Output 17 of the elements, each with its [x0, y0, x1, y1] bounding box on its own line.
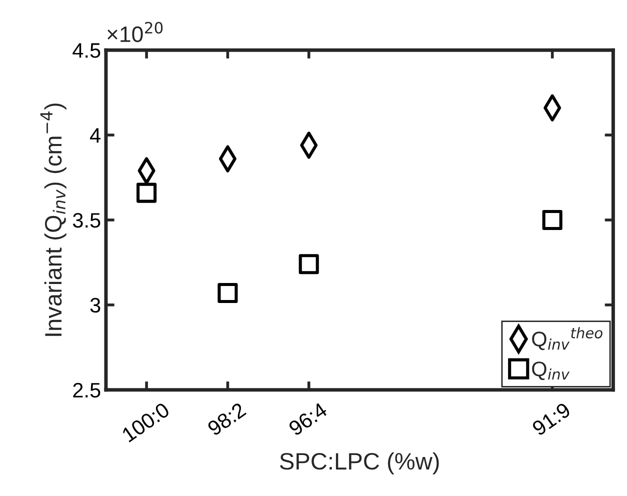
x-axis-title: SPC:LPC (%w) [280, 452, 439, 474]
legend-label: Q$_{inv}$$^{theo}$ [532, 327, 602, 350]
x-tick-label: 98:2 [206, 402, 247, 436]
point [298, 254, 319, 274]
y-axis-title: Invariant (Q$_{inv}$) (cm$^{−4}$) [40, 104, 66, 336]
y-tick-label: 3.5 [72, 212, 100, 228]
y-tick-label: 2.5 [73, 382, 100, 398]
x-tick-label: 91:9 [531, 402, 572, 436]
x-tick-label: 96:4 [288, 402, 328, 436]
y-tick-label: 4 [90, 128, 100, 143]
legend-label: Q$_{inv}$ [532, 362, 570, 380]
point [218, 282, 238, 304]
y-tick-label: 3 [90, 298, 100, 313]
text: ×10$^{20}$ [108, 22, 163, 42]
point [136, 182, 157, 203]
y-tick-label: 4.5 [72, 43, 100, 58]
point [542, 210, 562, 230]
